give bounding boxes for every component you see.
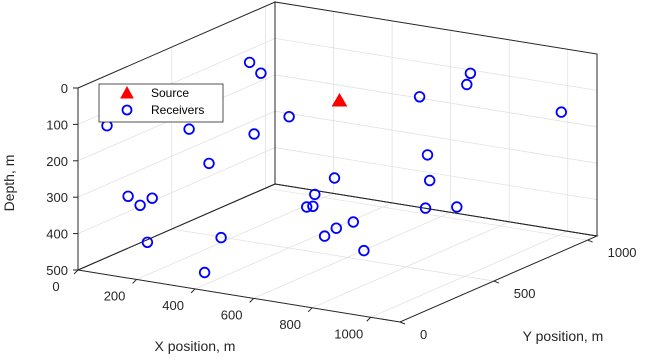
receiver-point-23 bbox=[330, 222, 343, 234]
z-axis-label: Depth, m bbox=[1, 155, 17, 212]
receiver-point-8 bbox=[421, 149, 434, 161]
z-grid-4 bbox=[77, 147, 598, 234]
receiver-point-5 bbox=[283, 110, 295, 123]
z-tick-label-1: 100 bbox=[46, 117, 68, 132]
y-tick-mark-1 bbox=[493, 280, 499, 284]
y-axis-label: Y position, m bbox=[523, 328, 604, 344]
receiver-point-2 bbox=[255, 67, 267, 79]
receiver-point-14 bbox=[146, 192, 158, 204]
grid-layer bbox=[77, 1, 598, 323]
receiver-point-6 bbox=[309, 188, 321, 201]
legend-label-1: Receivers bbox=[151, 103, 204, 117]
legend-label-0: Source bbox=[151, 86, 189, 100]
receiver-point-3 bbox=[328, 172, 341, 184]
pane-0 bbox=[76, 183, 599, 323]
x-tick-label-0: 0 bbox=[52, 279, 59, 294]
z-tick-label-0: 0 bbox=[61, 81, 68, 96]
receiver-point-1 bbox=[243, 56, 256, 69]
z-grid-3 bbox=[77, 110, 598, 198]
receiver-point-29 bbox=[198, 266, 211, 279]
x-tick-mark-1 bbox=[132, 279, 137, 284]
x-tick-label-1: 200 bbox=[104, 288, 126, 303]
receiver-point-27 bbox=[461, 78, 473, 91]
receiver-point-22 bbox=[301, 201, 313, 213]
receiver-point-9 bbox=[424, 174, 436, 187]
legend-box bbox=[98, 83, 224, 123]
x-tick-mark-3 bbox=[249, 298, 254, 303]
z-tick-label-3: 300 bbox=[46, 190, 68, 205]
x-tick-mark-4 bbox=[307, 307, 313, 313]
z-grid-0 bbox=[77, 1, 598, 89]
axes-layer bbox=[73, 1, 599, 325]
receiver-point-11 bbox=[413, 91, 426, 103]
receiver-point-13 bbox=[134, 199, 146, 212]
x-tick-label-5: 1000 bbox=[334, 326, 363, 341]
receiver-point-25 bbox=[307, 200, 319, 213]
y-tick-label-0: 0 bbox=[420, 327, 427, 342]
receiver-point-16 bbox=[419, 202, 432, 214]
x-axis-label: X position, m bbox=[155, 338, 236, 354]
receiver-point-18 bbox=[248, 128, 260, 140]
receiver-point-12 bbox=[464, 67, 477, 80]
x-tick-label-2: 400 bbox=[162, 298, 184, 313]
x-tick-label-4: 800 bbox=[279, 317, 301, 332]
receiver-point-15 bbox=[318, 230, 331, 242]
receiver-point-28 bbox=[555, 106, 568, 118]
y-grid-1 bbox=[171, 47, 494, 282]
x-tick-mark-5 bbox=[366, 316, 372, 322]
receiver-point-20 bbox=[141, 236, 154, 249]
y-tick-label-2: 1000 bbox=[608, 245, 637, 260]
x-tick-mark-0 bbox=[73, 269, 79, 275]
y-grid-2 bbox=[265, 6, 588, 241]
z-tick-label-4: 400 bbox=[46, 227, 68, 242]
receiver-point-7 bbox=[347, 216, 360, 228]
receiver-point-10 bbox=[183, 123, 195, 135]
legend-source-marker bbox=[120, 85, 134, 99]
source-point-0 bbox=[331, 93, 348, 107]
x-tick-mark-2 bbox=[190, 288, 196, 294]
y-grid-0 bbox=[77, 88, 401, 323]
legend: Source Receivers bbox=[98, 83, 224, 123]
receiver-point-21 bbox=[122, 190, 134, 203]
y-tick-mark-0 bbox=[399, 321, 406, 325]
pane-2 bbox=[77, 1, 276, 271]
y-tick-label-1: 500 bbox=[514, 286, 536, 301]
z-tick-label-5: 500 bbox=[46, 263, 68, 278]
receiver-point-17 bbox=[203, 157, 215, 170]
z-tick-label-2: 200 bbox=[46, 154, 68, 169]
y-tick-mark-2 bbox=[587, 239, 593, 243]
x-tick-label-3: 600 bbox=[221, 307, 243, 322]
receiver-point-26 bbox=[215, 231, 227, 244]
receiver-point-19 bbox=[451, 201, 463, 213]
legend-receiver-marker bbox=[121, 104, 133, 116]
receiver-point-24 bbox=[358, 244, 370, 257]
